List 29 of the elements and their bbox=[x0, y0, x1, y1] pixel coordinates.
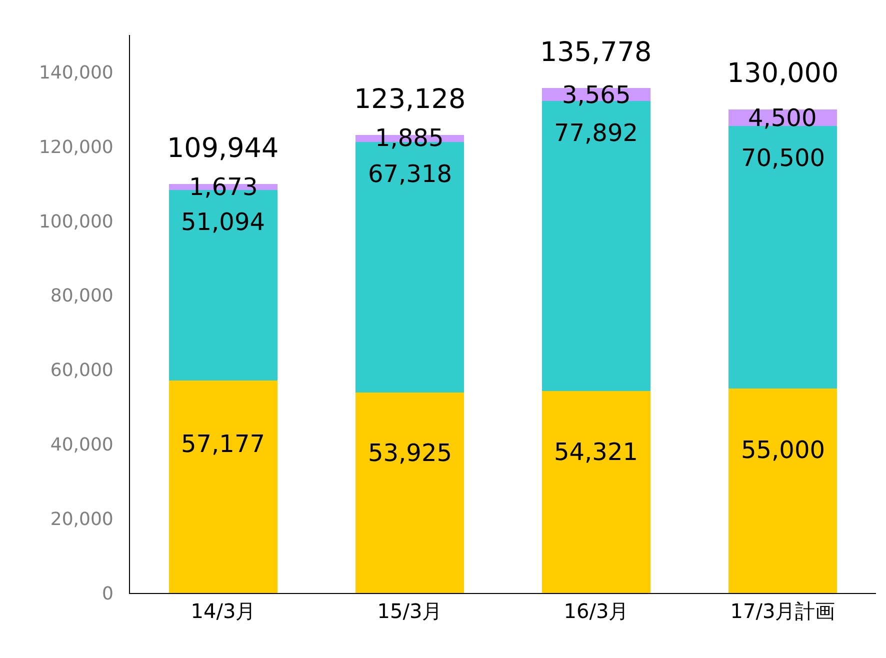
data-label: 51,094 bbox=[181, 208, 265, 236]
y-tick-label: 120,000 bbox=[38, 136, 114, 158]
data-label: 54,321 bbox=[554, 438, 638, 466]
data-label: 57,177 bbox=[181, 430, 265, 458]
y-tick-label: 100,000 bbox=[38, 211, 114, 232]
total-label: 135,778 bbox=[540, 37, 652, 68]
bar bbox=[728, 388, 837, 593]
y-tick-label: 0 bbox=[102, 583, 114, 604]
bar bbox=[169, 380, 278, 593]
y-tick-label: 20,000 bbox=[50, 508, 114, 530]
total-label: 109,944 bbox=[167, 133, 279, 164]
y-tick-label: 80,000 bbox=[50, 286, 114, 307]
x-tick-label: 17/3月計画 bbox=[730, 599, 836, 623]
data-label: 67,318 bbox=[368, 160, 452, 188]
y-tick-label: 40,000 bbox=[50, 434, 114, 456]
total-label: 130,000 bbox=[727, 58, 839, 89]
total-label: 123,128 bbox=[354, 84, 466, 115]
x-tick-label: 15/3月 bbox=[377, 599, 442, 623]
bar bbox=[356, 392, 464, 593]
data-label: 4,500 bbox=[748, 104, 817, 132]
data-label: 55,000 bbox=[741, 436, 825, 464]
data-label: 77,892 bbox=[554, 119, 638, 147]
x-tick-label: 16/3月 bbox=[564, 599, 629, 623]
data-label: 70,500 bbox=[741, 144, 825, 172]
x-tick-label: 14/3月 bbox=[190, 599, 256, 623]
y-tick-label: 60,000 bbox=[50, 360, 114, 382]
bar bbox=[542, 390, 650, 593]
y-tick-label: 140,000 bbox=[38, 62, 114, 84]
data-label: 53,925 bbox=[368, 439, 452, 467]
